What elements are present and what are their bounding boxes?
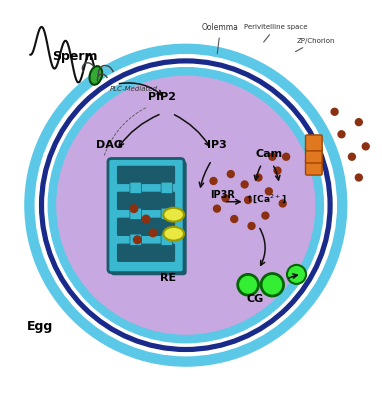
FancyBboxPatch shape — [161, 234, 173, 246]
FancyBboxPatch shape — [117, 192, 175, 210]
FancyBboxPatch shape — [161, 208, 173, 220]
Text: IP3R: IP3R — [210, 190, 235, 200]
Circle shape — [241, 181, 248, 188]
Text: Cam: Cam — [255, 149, 282, 159]
Text: RE: RE — [160, 273, 176, 283]
Circle shape — [274, 167, 281, 174]
Circle shape — [262, 212, 269, 219]
Circle shape — [227, 170, 234, 178]
Circle shape — [287, 265, 306, 284]
Ellipse shape — [163, 227, 184, 241]
Text: Egg: Egg — [28, 320, 53, 333]
Circle shape — [355, 119, 362, 126]
FancyBboxPatch shape — [108, 158, 184, 273]
Circle shape — [48, 68, 323, 343]
FancyBboxPatch shape — [109, 160, 186, 274]
Circle shape — [255, 174, 262, 181]
FancyBboxPatch shape — [130, 182, 141, 194]
Text: ZP/Chorion: ZP/Chorion — [296, 38, 335, 52]
Ellipse shape — [163, 208, 184, 222]
FancyBboxPatch shape — [306, 159, 322, 175]
Circle shape — [265, 188, 272, 195]
FancyBboxPatch shape — [110, 161, 187, 275]
FancyBboxPatch shape — [117, 166, 175, 184]
Circle shape — [40, 59, 332, 351]
Text: CG: CG — [246, 294, 264, 304]
Text: PIP2: PIP2 — [147, 92, 176, 102]
Circle shape — [45, 64, 327, 346]
Circle shape — [214, 205, 220, 212]
Circle shape — [362, 143, 369, 150]
Text: Oolemma: Oolemma — [202, 24, 239, 54]
Text: ↑[Ca$^{2+}$]: ↑[Ca$^{2+}$] — [244, 192, 286, 205]
FancyBboxPatch shape — [130, 208, 141, 220]
FancyBboxPatch shape — [117, 244, 175, 262]
Circle shape — [238, 274, 259, 295]
Circle shape — [355, 174, 362, 181]
Ellipse shape — [89, 66, 102, 85]
Circle shape — [25, 44, 347, 366]
Text: IP3: IP3 — [207, 140, 227, 150]
FancyBboxPatch shape — [306, 135, 322, 151]
Circle shape — [231, 216, 238, 222]
Text: PLC-Mediated: PLC-Mediated — [110, 86, 158, 92]
Circle shape — [283, 153, 290, 160]
FancyBboxPatch shape — [161, 182, 173, 194]
FancyBboxPatch shape — [130, 234, 141, 246]
Circle shape — [134, 236, 141, 244]
Circle shape — [279, 200, 286, 207]
Circle shape — [248, 222, 255, 230]
Text: Sperm: Sperm — [52, 50, 98, 63]
Text: DAG: DAG — [96, 140, 123, 150]
Circle shape — [210, 178, 217, 184]
Circle shape — [35, 55, 336, 356]
Circle shape — [130, 205, 138, 212]
Circle shape — [338, 131, 345, 138]
Circle shape — [222, 195, 229, 202]
FancyBboxPatch shape — [117, 218, 175, 236]
Circle shape — [331, 108, 338, 115]
Circle shape — [149, 229, 157, 237]
Circle shape — [57, 76, 315, 334]
Circle shape — [261, 274, 283, 296]
FancyBboxPatch shape — [306, 147, 322, 163]
Circle shape — [142, 215, 150, 223]
Circle shape — [244, 196, 252, 204]
Circle shape — [348, 153, 355, 160]
Text: Perivitelline space: Perivitelline space — [244, 24, 308, 42]
Circle shape — [269, 153, 276, 160]
